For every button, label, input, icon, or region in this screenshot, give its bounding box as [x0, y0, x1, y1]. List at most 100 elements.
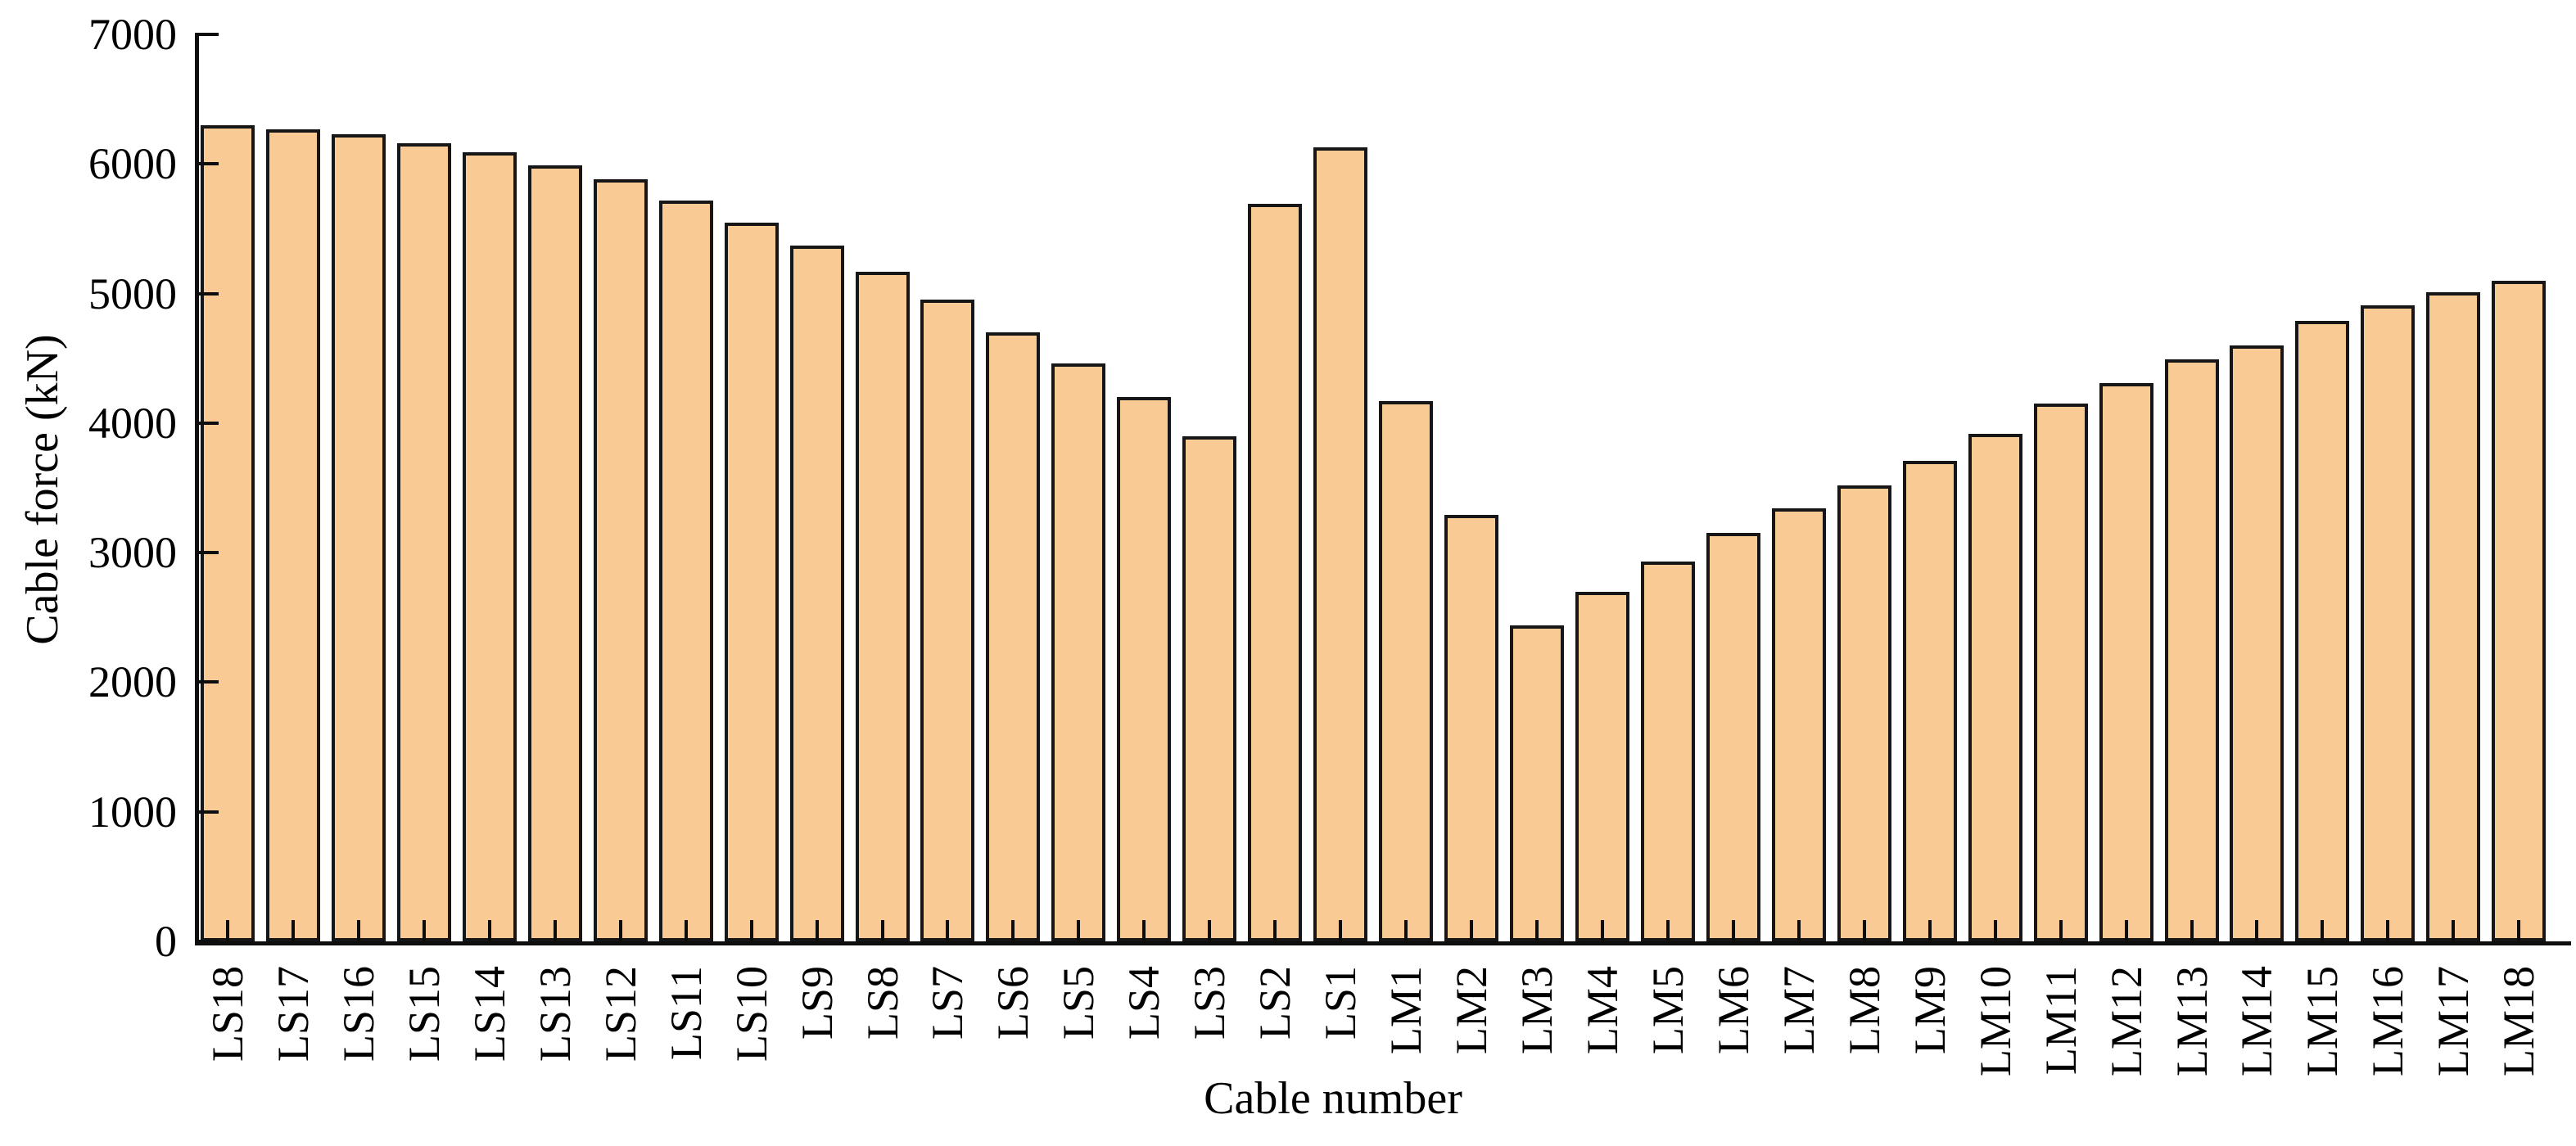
x-tick-label-LM16: LM16: [2363, 966, 2413, 1076]
x-tick-LS15: [422, 920, 426, 941]
y-tick-label-5000: 5000: [88, 268, 177, 318]
y-axis-line: [195, 33, 199, 945]
x-tick-label-LM17: LM17: [2429, 966, 2479, 1076]
x-axis-line: [195, 941, 2571, 945]
x-tick-LS14: [487, 920, 491, 941]
x-tick-LS6: [1011, 920, 1015, 941]
bar-LM16: [2361, 305, 2416, 941]
x-tick-label-LM11: LM11: [2036, 966, 2086, 1075]
bar-LM17: [2426, 291, 2481, 941]
x-tick-label-LS2: LS2: [1250, 966, 1300, 1040]
x-tick-LS10: [749, 920, 753, 941]
x-tick-label-LM8: LM8: [1839, 966, 1889, 1054]
x-tick-label-LS9: LS9: [792, 966, 842, 1040]
bar-LS18: [201, 124, 255, 941]
x-tick-LS2: [1273, 920, 1277, 941]
bar-LS11: [658, 200, 713, 941]
x-tick-LM16: [2386, 920, 2390, 941]
x-tick-LM5: [1665, 920, 1670, 941]
x-tick-LS3: [1208, 920, 1212, 941]
y-tick-label-4000: 4000: [88, 398, 177, 448]
x-tick-LM7: [1796, 920, 1801, 941]
x-tick-label-LM2: LM2: [1447, 966, 1497, 1054]
x-tick-LM6: [1731, 920, 1735, 941]
x-tick-LM8: [1862, 920, 1866, 941]
x-tick-LS11: [684, 920, 688, 941]
bar-LS9: [789, 246, 844, 941]
x-tick-label-LS18: LS18: [203, 966, 252, 1063]
bar-LM3: [1510, 625, 1564, 941]
x-tick-label-LS4: LS4: [1119, 966, 1169, 1040]
x-tick-label-LS5: LS5: [1054, 966, 1104, 1040]
bar-LM6: [1706, 533, 1760, 941]
x-tick-LS9: [815, 920, 819, 941]
x-tick-LS5: [1077, 920, 1081, 941]
x-tick-LM13: [2190, 920, 2194, 941]
bar-LM18: [2492, 280, 2547, 941]
bar-LS1: [1313, 147, 1368, 941]
x-tick-LM10: [1993, 920, 1997, 941]
y-tick-6000: [199, 162, 219, 166]
bar-LM11: [2033, 404, 2088, 941]
x-tick-label-LS8: LS8: [857, 966, 907, 1040]
x-tick-LM3: [1535, 920, 1539, 941]
y-tick-3000: [199, 551, 219, 555]
bar-LS15: [396, 142, 451, 941]
x-tick-label-LM12: LM12: [2101, 966, 2151, 1076]
y-tick-label-1000: 1000: [88, 787, 177, 837]
bar-LS16: [331, 133, 386, 941]
bar-LS5: [1051, 363, 1106, 941]
x-tick-LM1: [1404, 920, 1408, 941]
y-tick-5000: [199, 291, 219, 296]
x-tick-LS1: [1339, 920, 1343, 941]
y-axis-title: Cable force (kN): [17, 334, 68, 645]
x-tick-label-LM15: LM15: [2298, 966, 2348, 1076]
x-tick-label-LM3: LM3: [1512, 966, 1561, 1054]
x-tick-label-LS17: LS17: [268, 966, 318, 1063]
x-tick-label-LM5: LM5: [1643, 966, 1692, 1054]
bar-LM7: [1771, 508, 1826, 941]
x-tick-LM4: [1600, 920, 1604, 941]
bar-LM13: [2164, 359, 2219, 941]
bar-LS7: [920, 300, 975, 941]
x-tick-label-LS15: LS15: [399, 966, 449, 1063]
x-tick-LM14: [2255, 920, 2259, 941]
x-tick-LS8: [880, 920, 884, 941]
y-tick-1000: [199, 810, 219, 814]
bar-LS3: [1182, 435, 1237, 941]
bar-LM15: [2295, 320, 2350, 941]
x-tick-LS18: [226, 920, 229, 941]
x-tick-LM9: [1927, 920, 1932, 941]
x-tick-LS4: [1142, 920, 1146, 941]
bar-LS13: [527, 165, 582, 941]
x-tick-label-LS16: LS16: [333, 966, 383, 1063]
x-tick-label-LS14: LS14: [464, 966, 514, 1063]
x-tick-label-LS12: LS12: [595, 966, 645, 1063]
bar-LS2: [1248, 204, 1303, 941]
x-tick-label-LM1: LM1: [1381, 966, 1431, 1054]
y-tick-label-6000: 6000: [88, 139, 177, 189]
bar-LS8: [855, 271, 910, 941]
y-tick-2000: [199, 680, 219, 684]
x-tick-label-LM10: LM10: [1970, 966, 2020, 1076]
x-tick-LS13: [553, 920, 557, 941]
x-tick-label-LS7: LS7: [923, 966, 973, 1040]
y-tick-0: [199, 940, 219, 943]
x-tick-label-LS13: LS13: [530, 966, 580, 1063]
x-tick-label-LS6: LS6: [988, 966, 1038, 1040]
bar-LS14: [462, 152, 517, 941]
bar-LM1: [1379, 400, 1434, 941]
x-tick-label-LM7: LM7: [1774, 966, 1824, 1054]
bar-LS12: [593, 179, 648, 941]
x-tick-LM17: [2452, 920, 2456, 941]
bar-LM5: [1640, 562, 1695, 941]
bar-LS17: [265, 129, 320, 941]
x-tick-LS7: [946, 920, 950, 941]
x-tick-LS12: [618, 920, 622, 941]
y-tick-label-7000: 7000: [88, 10, 177, 59]
bar-LM12: [2099, 382, 2153, 941]
bar-LM4: [1575, 591, 1629, 941]
bar-LM2: [1444, 515, 1499, 941]
x-tick-LM2: [1470, 920, 1474, 941]
bar-LS4: [1117, 397, 1172, 941]
